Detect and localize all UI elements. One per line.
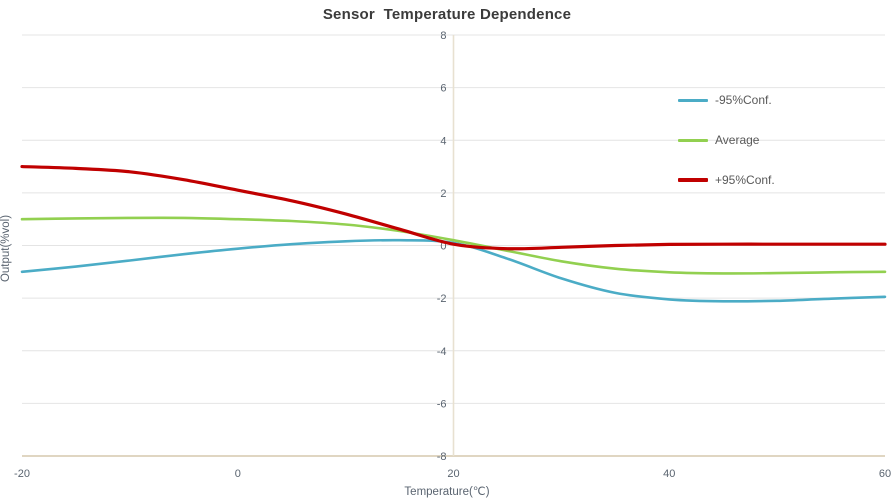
y-tick-label: 4: [440, 135, 446, 147]
y-tick-label: -8: [437, 451, 447, 463]
series-line-+95%Conf.: [20, 164, 887, 251]
y-tick-label: -6: [437, 398, 447, 410]
x-tick-label: 0: [235, 468, 241, 480]
x-tick-label: 40: [663, 468, 675, 480]
chart-title: Sensor Temperature Dependence: [322, 6, 572, 23]
y-tick-label: 8: [440, 30, 446, 42]
series-line-Average: [20, 216, 887, 275]
x-tick-label: -20: [14, 468, 30, 480]
legend-label: +95%Conf.: [715, 173, 775, 187]
legend: -95%Conf. Average +95%Conf.: [678, 92, 775, 212]
legend-label: Average: [715, 133, 760, 147]
y-axis-title: Output(%vol): [0, 215, 12, 282]
legend-swatch-line: [678, 138, 708, 142]
y-tick-label: 2: [440, 188, 446, 200]
legend-item: Average: [678, 132, 775, 148]
legend-label: -95%Conf.: [715, 93, 772, 107]
x-tick-label: 60: [879, 468, 891, 480]
legend-item: -95%Conf.: [678, 92, 775, 108]
x-tick-label: 20: [447, 468, 459, 480]
legend-item: +95%Conf.: [678, 172, 775, 188]
legend-swatch-line: [678, 98, 708, 102]
x-axis-title: Temperature(℃): [404, 486, 490, 498]
legend-swatch-line: [678, 178, 708, 182]
y-tick-label: -4: [437, 346, 447, 358]
y-tick-label: 0: [440, 241, 446, 253]
y-tick-label: 6: [440, 83, 446, 95]
y-tick-label: -2: [437, 293, 447, 305]
